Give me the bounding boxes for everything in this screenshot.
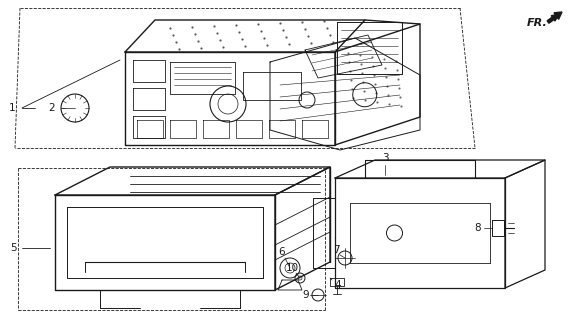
Text: 7: 7 <box>333 245 339 255</box>
Text: 4: 4 <box>335 280 341 290</box>
Text: 6: 6 <box>278 247 285 257</box>
Text: 3: 3 <box>382 153 389 163</box>
Text: 5: 5 <box>10 243 16 253</box>
Text: 10: 10 <box>285 263 299 273</box>
FancyArrow shape <box>547 12 562 23</box>
Text: 8: 8 <box>475 223 481 233</box>
Text: 9: 9 <box>303 290 309 300</box>
Text: FR.: FR. <box>527 18 548 28</box>
Text: 1: 1 <box>9 103 15 113</box>
Text: 2: 2 <box>49 103 56 113</box>
